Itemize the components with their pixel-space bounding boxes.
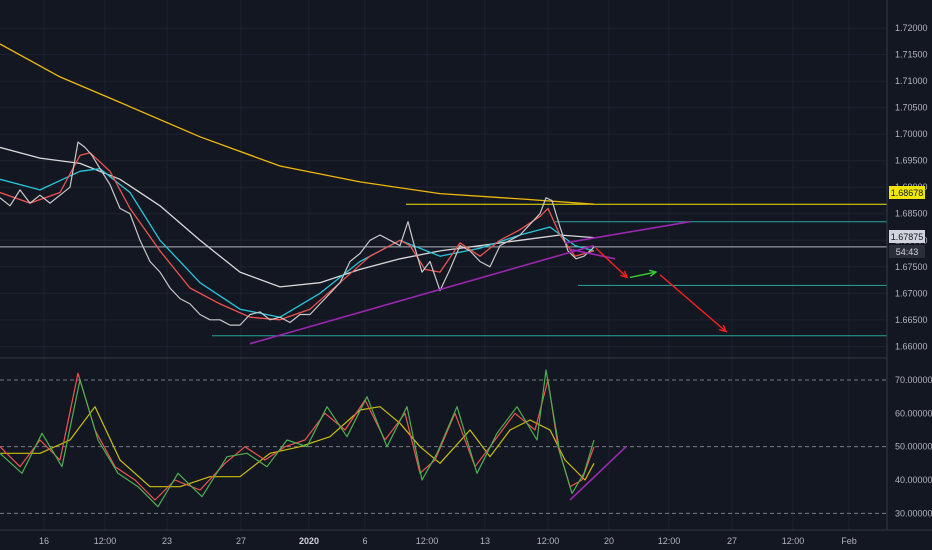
time-tick-label: 27 (727, 536, 737, 546)
time-tick-label: 27 (236, 536, 246, 546)
countdown-label-box (889, 245, 925, 258)
moving-average-line[interactable] (0, 146, 595, 288)
oscillator-tick-label: 50.00000 (895, 442, 932, 452)
last-price-label: 1.67875 (891, 232, 924, 242)
time-tick-label: Feb (841, 536, 857, 546)
time-tick-label: 13 (480, 536, 490, 546)
time-tick-label: 12:00 (416, 536, 439, 546)
level-price-label: 1.68678 (891, 188, 924, 198)
projection-arrow[interactable] (629, 271, 657, 279)
time-axis[interactable]: 16 12:00 23 27 2020 6 12:00 13 12:00 20 12:00 27 12:… (39, 536, 857, 546)
level-price-label-box (889, 186, 925, 199)
countdown-label: 54:43 (896, 247, 919, 257)
price-tick-label: 1.68500 (895, 209, 928, 219)
trendline[interactable] (564, 220, 691, 244)
projection-arrow-head (649, 269, 658, 277)
price-tick-label: 1.72000 (895, 23, 928, 33)
oscillator-tick-label: 40.00000 (895, 475, 932, 485)
time-tick-label: 16 (39, 536, 49, 546)
price-tick-label: 1.66000 (895, 341, 928, 351)
time-tick-label: 12:00 (94, 536, 117, 546)
price-tick-label: 1.71000 (895, 76, 928, 86)
price-tick-label: 1.70500 (895, 103, 928, 113)
oscillator-tick-label: 30.00000 (895, 508, 932, 518)
last-price-label-box (889, 230, 925, 243)
moving-average-line[interactable] (0, 152, 595, 321)
time-tick-label: 12:00 (782, 536, 805, 546)
price-tick-label: 1.70000 (895, 129, 928, 139)
time-tick-label: 20 (604, 536, 614, 546)
price-tick-label: 1.71500 (895, 50, 928, 60)
oscillator-line[interactable] (0, 369, 595, 508)
time-tick-label: 12:00 (537, 536, 560, 546)
projection-arrow-head (620, 270, 629, 279)
price-panel[interactable] (0, 43, 887, 345)
price-tick-label: 1.67000 (895, 288, 928, 298)
price-labels: 1.68678 1.67875 54:43 (889, 186, 925, 258)
time-tick-label: 2020 (299, 536, 319, 546)
projection-arrow[interactable] (595, 247, 628, 278)
oscillator-axis[interactable]: 70.00000 60.00000 50.00000 40.00000 30.00000 (895, 375, 932, 518)
price-tick-label: 1.69500 (895, 156, 928, 166)
projection-arrow[interactable] (659, 274, 727, 333)
price-line[interactable] (0, 141, 595, 326)
oscillator-trendline[interactable] (569, 446, 627, 501)
trendline[interactable] (569, 248, 616, 260)
oscillator-tick-label: 60.00000 (895, 408, 932, 418)
price-tick-label: 1.67500 (895, 262, 928, 272)
price-tick-label: 1.66500 (895, 315, 928, 325)
trendline[interactable] (249, 244, 595, 345)
time-tick-label: 23 (162, 536, 172, 546)
moving-average-line[interactable] (0, 168, 595, 318)
oscillator-panel[interactable] (0, 369, 887, 514)
moving-average-line[interactable] (0, 43, 595, 205)
projection-arrow-head (719, 324, 728, 333)
time-tick-label: 6 (362, 536, 367, 546)
time-tick-label: 12:00 (658, 536, 681, 546)
grid-lines (0, 0, 887, 530)
oscillator-tick-label: 70.00000 (895, 375, 932, 385)
